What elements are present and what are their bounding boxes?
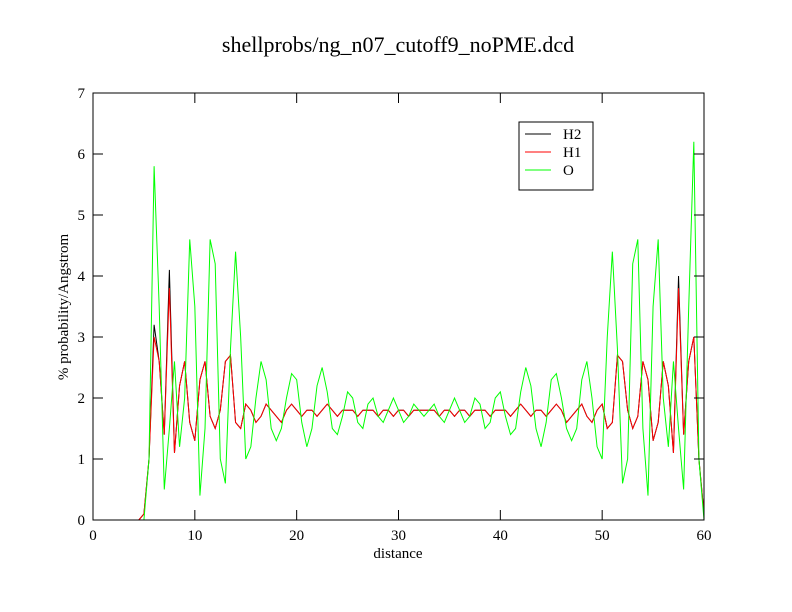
x-tick-label: 60 (697, 528, 712, 544)
y-axis-label: % probability/Angstrom (56, 234, 72, 381)
y-tick-label: 1 (78, 452, 86, 468)
x-tick-label: 10 (187, 528, 202, 544)
legend-label: H2 (563, 127, 581, 143)
legend-label: O (563, 163, 574, 179)
legend-box (518, 121, 594, 191)
x-tick-label: 0 (89, 528, 97, 544)
legend-label: H1 (563, 145, 581, 161)
y-tick-label: 5 (78, 208, 86, 224)
y-tick-label: 2 (78, 391, 86, 407)
data-line (138, 141, 705, 521)
chart-title: shellprobs/ng_n07_cutoff9_noPME.dcd (222, 32, 574, 57)
x-tick-label: 50 (595, 528, 610, 544)
y-tick-label: 7 (78, 86, 86, 102)
data-line (138, 288, 705, 521)
x-tick-label: 30 (391, 528, 406, 544)
y-tick-label: 3 (78, 330, 86, 346)
x-tick-label: 40 (493, 528, 508, 544)
x-tick-label: 20 (289, 528, 304, 544)
y-tick-label: 4 (78, 269, 86, 285)
x-axis-label: distance (373, 546, 422, 562)
y-tick-label: 0 (78, 513, 86, 529)
y-tick-label: 6 (78, 147, 86, 163)
